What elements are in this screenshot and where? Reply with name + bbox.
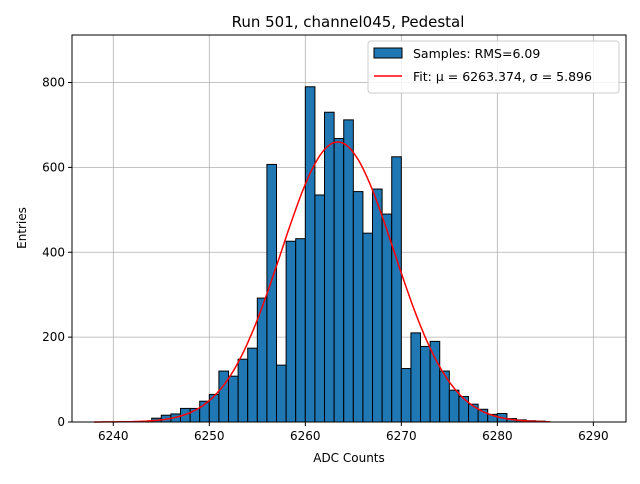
y-tick-label: 800 — [42, 76, 65, 90]
histogram-bar — [276, 364, 287, 423]
histogram-bars — [141, 86, 546, 423]
histogram-bar — [362, 232, 374, 423]
legend-fit-label: Fit: μ = 6263.374, σ = 5.896 — [413, 69, 592, 84]
x-tick-label: 6240 — [98, 429, 129, 443]
legend-histogram-swatch — [373, 47, 403, 59]
histogram-bar — [324, 111, 335, 423]
legend-histogram-label: Samples: RMS=6.09 — [413, 46, 540, 61]
x-axis-label: ADC Counts — [313, 451, 385, 465]
histogram-bar — [247, 347, 258, 423]
histogram-bar — [266, 163, 278, 423]
x-tick-label: 6250 — [194, 429, 225, 443]
histogram-bar — [352, 191, 364, 423]
histogram-bar — [237, 358, 249, 423]
histogram-bar — [218, 370, 230, 423]
plot-frame — [71, 34, 627, 423]
y-tick-label: 600 — [42, 160, 65, 174]
x-tick-label: 6280 — [482, 429, 513, 443]
y-axis-label: Entries — [15, 207, 29, 249]
fit-curve — [94, 141, 551, 423]
y-axis-ticks: 0 200 400 600 800 — [42, 76, 72, 429]
x-axis-ticks: 6240 6250 6260 6270 6280 6290 — [98, 422, 609, 443]
x-tick-label: 6290 — [578, 429, 609, 443]
y-tick-label: 0 — [57, 415, 65, 429]
x-tick-label: 6270 — [386, 429, 417, 443]
histogram-bar — [391, 156, 402, 423]
x-tick-label: 6260 — [290, 429, 321, 443]
histogram-bar — [372, 188, 383, 423]
legend: Samples: RMS=6.09 Fit: μ = 6263.374, σ =… — [367, 40, 620, 94]
histogram-bar — [381, 213, 393, 423]
y-tick-label: 400 — [42, 245, 65, 259]
histogram-bar — [314, 194, 326, 423]
histogram-bar — [429, 340, 441, 423]
histogram-bar — [285, 240, 297, 423]
histogram-bar — [228, 375, 239, 423]
legend-box — [367, 40, 620, 94]
histogram-bar — [448, 389, 460, 423]
y-tick-label: 200 — [42, 330, 65, 344]
histogram-bar — [304, 86, 316, 423]
histogram-bar — [295, 238, 306, 423]
histogram-bar — [458, 396, 470, 423]
histogram-bar — [333, 138, 345, 423]
histogram-bar — [343, 119, 354, 423]
histogram-bar — [410, 332, 422, 423]
histogram-bar — [400, 368, 412, 423]
histogram-bar — [420, 345, 431, 423]
chart-title: Run 501, channel045, Pedestal — [232, 13, 465, 31]
